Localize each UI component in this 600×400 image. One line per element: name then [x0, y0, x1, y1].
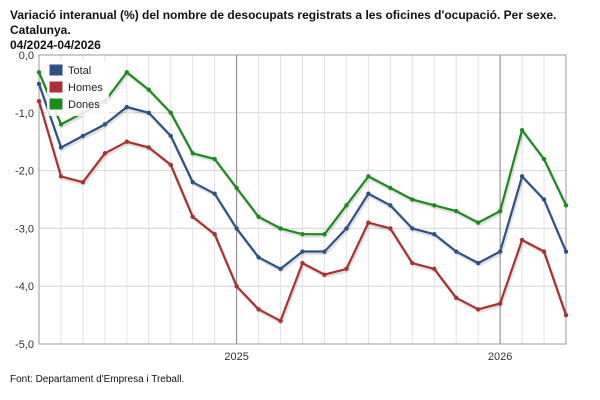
data-point-total: [102, 122, 108, 127]
data-point-total: [278, 266, 283, 272]
data-point-homes: [344, 266, 349, 272]
data-point-dones: [190, 151, 195, 156]
data-point-homes: [124, 139, 130, 144]
chart-title-line2: 04/2024-04/2026: [10, 38, 101, 52]
data-point-homes: [366, 220, 371, 225]
data-point-total: [344, 226, 349, 231]
legend-label-total: Total: [68, 65, 91, 77]
data-point-dones: [168, 110, 173, 116]
legend-swatch-dones: [48, 97, 64, 111]
y-tick-label: -5,0: [15, 339, 34, 351]
data-point-dones: [58, 122, 64, 127]
y-tick-label: 0,0: [19, 50, 34, 62]
data-point-homes: [146, 145, 151, 150]
data-point-dones: [256, 214, 261, 220]
data-point-homes: [58, 174, 64, 179]
data-point-total: [366, 191, 371, 196]
data-point-total: [432, 231, 437, 237]
y-tick-label: -3,0: [15, 223, 34, 235]
data-point-dones: [124, 70, 130, 75]
y-tick-label: -4,0: [15, 281, 34, 293]
data-point-dones: [36, 70, 42, 75]
data-point-homes: [190, 214, 195, 220]
data-point-homes: [519, 237, 525, 243]
data-point-total: [475, 260, 481, 266]
data-point-total: [322, 249, 327, 254]
data-point-dones: [344, 203, 349, 208]
plot-frame: [38, 54, 567, 345]
chart-title: Variació interanual (%) del nombre de de…: [10, 8, 595, 53]
data-point-dones: [454, 208, 459, 214]
data-point-dones: [432, 203, 437, 208]
data-point-dones: [541, 156, 547, 162]
data-point-homes: [432, 266, 437, 272]
data-point-dones: [388, 185, 393, 191]
data-point-total: [256, 255, 261, 260]
data-point-homes: [454, 295, 459, 300]
data-point-homes: [300, 260, 305, 266]
data-point-dones: [300, 231, 305, 237]
data-point-homes: [234, 284, 239, 289]
data-point-homes: [102, 151, 108, 156]
data-point-homes: [497, 301, 503, 306]
data-point-total: [541, 197, 547, 202]
data-point-total: [58, 145, 64, 150]
data-point-homes: [256, 307, 261, 312]
data-point-total: [146, 110, 151, 116]
data-point-dones: [212, 156, 217, 162]
legend-swatch-homes: [48, 80, 64, 94]
data-point-homes: [475, 307, 481, 312]
data-point-dones: [146, 87, 151, 92]
data-point-dones: [410, 197, 415, 202]
data-point-dones: [519, 127, 525, 133]
data-point-homes: [212, 231, 217, 237]
data-point-total: [454, 249, 459, 254]
data-point-homes: [168, 162, 173, 168]
legend-label-homes: Homes: [68, 82, 103, 94]
data-point-homes: [541, 249, 547, 254]
data-point-homes: [388, 226, 393, 231]
data-point-homes: [322, 272, 327, 277]
data-point-homes: [278, 318, 283, 324]
y-tick-label: -2,0: [15, 166, 34, 178]
data-point-dones: [322, 231, 327, 237]
data-point-total: [410, 226, 415, 231]
data-point-total: [563, 249, 569, 254]
data-point-homes: [36, 99, 42, 104]
data-point-dones: [278, 226, 283, 231]
series-line-shadow: [38, 85, 569, 273]
x-tick-label: 2026: [488, 351, 512, 363]
data-point-total: [212, 191, 217, 196]
data-point-homes: [563, 312, 569, 318]
data-point-total: [124, 104, 130, 110]
chart-title-line1: Variació interanual (%) del nombre de de…: [10, 8, 557, 37]
series-line-shadow: [38, 102, 569, 325]
data-point-total: [80, 133, 86, 139]
legend-label-dones: Dones: [68, 99, 100, 111]
data-point-total: [36, 81, 42, 87]
data-point-total: [190, 179, 195, 185]
data-point-homes: [410, 260, 415, 266]
data-point-homes: [80, 179, 86, 185]
data-point-dones: [497, 208, 503, 214]
data-point-total: [300, 249, 305, 254]
data-point-total: [497, 249, 503, 254]
legend-swatch-total: [48, 63, 64, 77]
data-point-total: [168, 133, 173, 139]
data-point-dones: [366, 174, 371, 179]
data-point-total: [388, 203, 393, 208]
data-point-dones: [234, 185, 239, 191]
data-point-dones: [563, 203, 569, 208]
y-tick-label: -1,0: [15, 108, 34, 120]
source-note: Font: Departament d'Empresa i Treball.: [10, 374, 185, 385]
data-point-total: [519, 174, 525, 179]
data-point-total: [234, 226, 239, 231]
x-tick-label: 2025: [224, 351, 248, 363]
data-point-dones: [475, 220, 481, 225]
